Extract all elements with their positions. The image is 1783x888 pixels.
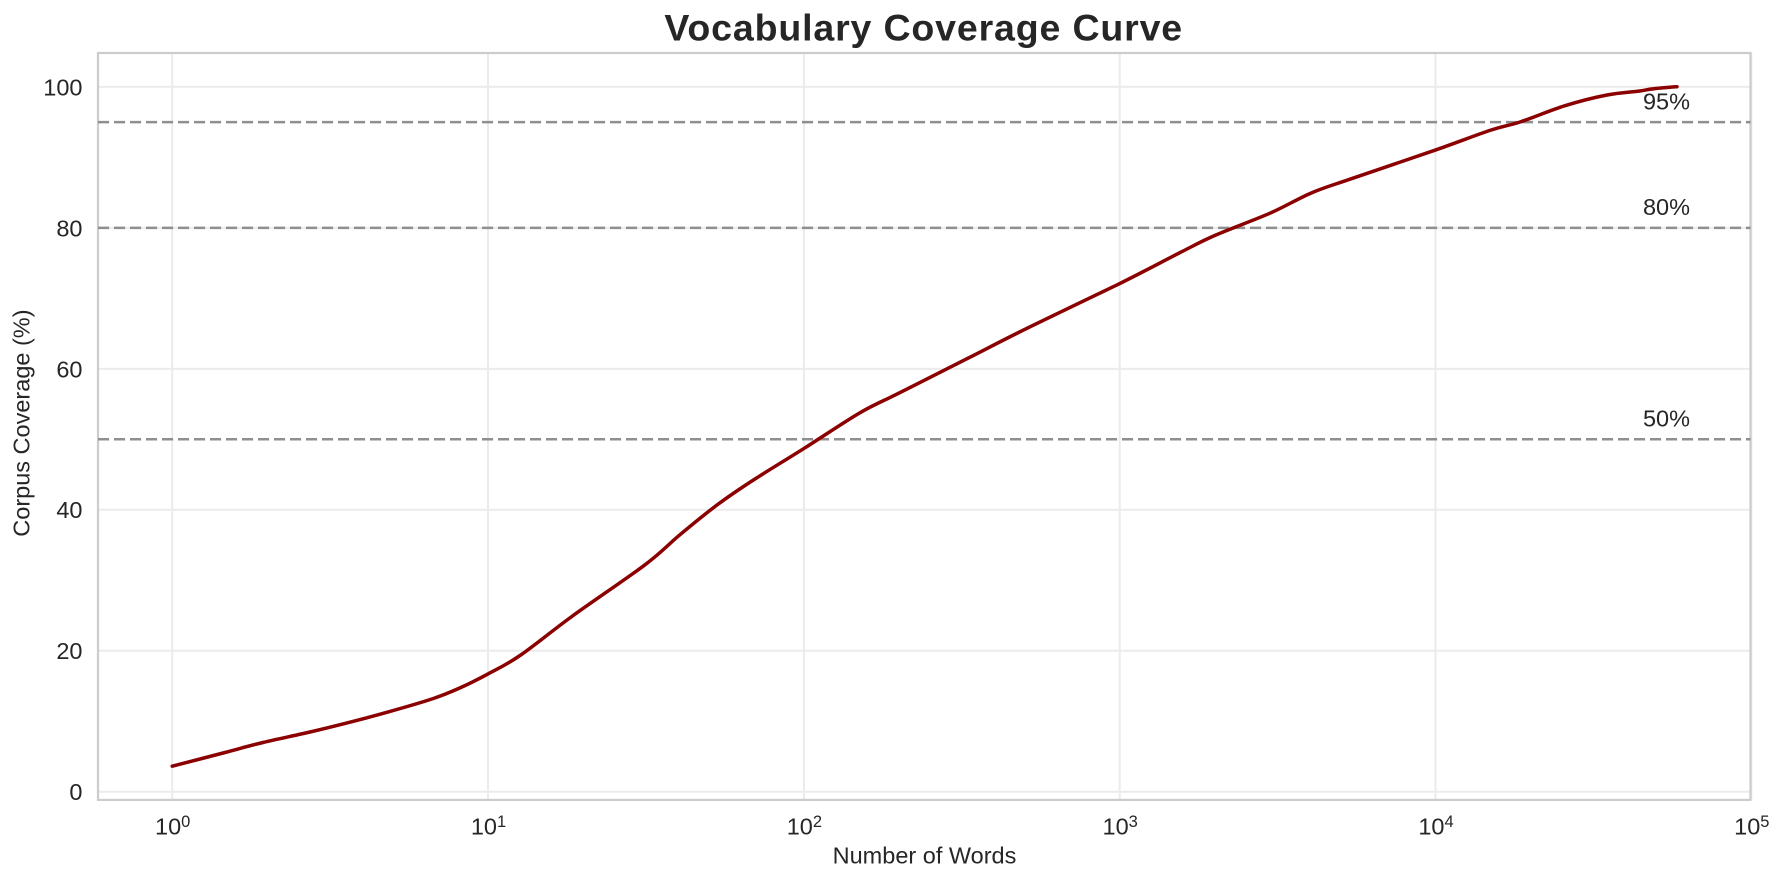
- svg-text:100: 100: [43, 74, 82, 100]
- svg-text:80: 80: [56, 215, 82, 241]
- svg-text:80%: 80%: [1643, 194, 1690, 220]
- svg-text:102: 102: [787, 813, 822, 840]
- svg-text:40: 40: [56, 497, 82, 523]
- svg-text:Number of Words: Number of Words: [833, 843, 1017, 869]
- svg-text:50%: 50%: [1643, 406, 1690, 432]
- svg-text:Vocabulary Coverage Curve: Vocabulary Coverage Curve: [664, 7, 1183, 49]
- svg-text:0: 0: [69, 779, 82, 805]
- svg-text:Corpus Coverage (%): Corpus Coverage (%): [9, 309, 35, 536]
- svg-text:95%: 95%: [1643, 88, 1690, 114]
- svg-text:60: 60: [56, 356, 82, 382]
- svg-text:20: 20: [56, 638, 82, 664]
